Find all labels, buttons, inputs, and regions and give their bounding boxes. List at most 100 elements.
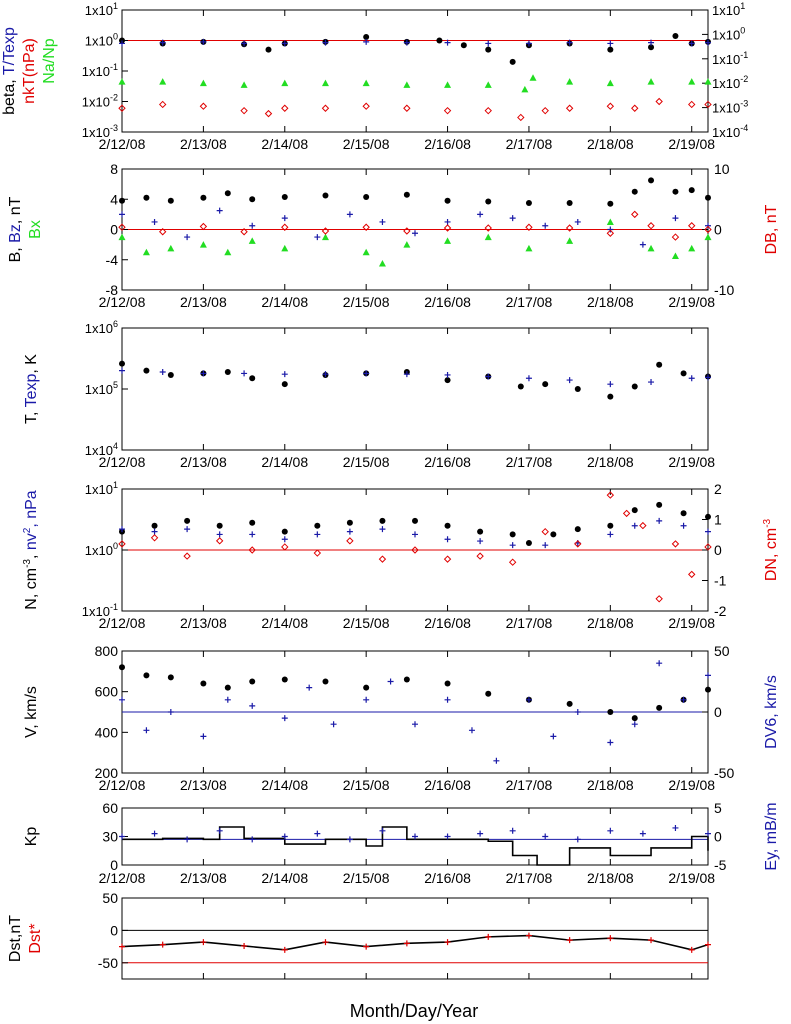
y-tick-label: 0 bbox=[714, 222, 722, 238]
y-axis-label: beta, T/Texp bbox=[1, 27, 18, 115]
data-point bbox=[444, 696, 451, 703]
right-axis-label-part: DV6, km/s bbox=[763, 675, 780, 749]
series-pressure bbox=[118, 97, 712, 122]
data-point bbox=[566, 937, 573, 944]
data-point bbox=[379, 827, 386, 834]
x-tick-label: 2/16/08 bbox=[424, 454, 471, 470]
panel-density: 2/12/08 2/13/08 2/14/08 2/15/08 2/16/08 2/17/… bbox=[22, 480, 780, 631]
y-tick-label: -4 bbox=[106, 252, 119, 268]
data-point bbox=[167, 244, 175, 252]
data-point bbox=[322, 371, 329, 378]
data-point bbox=[688, 570, 696, 579]
x-tick-label: 2/12/08 bbox=[99, 615, 146, 631]
y-tick-label: 2 bbox=[714, 481, 722, 497]
data-point bbox=[119, 197, 125, 204]
y-tick-label: 0 bbox=[714, 829, 722, 845]
data-point bbox=[379, 218, 386, 225]
data-point bbox=[477, 538, 484, 545]
data-point bbox=[281, 528, 288, 535]
data-point bbox=[484, 106, 492, 115]
data-point bbox=[525, 932, 532, 939]
x-tick-label: 2/12/08 bbox=[99, 454, 146, 470]
panel-kp: 2/12/08 2/13/08 2/14/08 2/15/08 2/16/08 2/17/… bbox=[23, 800, 780, 886]
y-axis-label-2-part: Bx bbox=[27, 220, 44, 239]
data-point bbox=[200, 194, 207, 201]
data-point bbox=[529, 74, 537, 81]
data-point bbox=[143, 367, 150, 374]
data-point bbox=[224, 684, 231, 691]
data-point bbox=[362, 102, 370, 110]
data-point bbox=[444, 680, 451, 687]
data-point bbox=[118, 233, 126, 241]
data-point bbox=[517, 113, 525, 122]
data-point bbox=[143, 194, 150, 201]
x-tick-label: 2/17/08 bbox=[506, 294, 553, 310]
data-point bbox=[484, 224, 492, 232]
data-point bbox=[680, 522, 687, 529]
data-point bbox=[468, 727, 475, 734]
data-point bbox=[704, 78, 712, 85]
data-point bbox=[485, 46, 492, 53]
y-tick-label: 0 bbox=[714, 542, 722, 558]
y-axis-label-part: N, cm bbox=[23, 568, 40, 610]
data-point bbox=[484, 233, 492, 241]
y-tick-label: -5 bbox=[714, 857, 727, 873]
x-tick-label: 2/16/08 bbox=[424, 870, 471, 886]
data-point bbox=[314, 830, 321, 837]
data-point bbox=[167, 371, 174, 378]
data-point bbox=[119, 526, 125, 533]
data-point bbox=[648, 44, 655, 51]
data-point bbox=[509, 215, 516, 222]
y-axis-label: B, Bz, nT bbox=[7, 196, 24, 262]
data-point bbox=[680, 696, 687, 703]
data-point bbox=[485, 198, 492, 205]
right-axis-label: Ey, mB/m bbox=[763, 802, 780, 870]
data-point bbox=[403, 676, 410, 683]
data-point bbox=[241, 942, 248, 949]
data-point bbox=[704, 225, 712, 234]
data-point bbox=[607, 709, 614, 715]
data-point bbox=[378, 260, 386, 267]
data-point bbox=[680, 370, 687, 377]
data-point bbox=[647, 78, 655, 85]
data-point bbox=[281, 40, 288, 47]
data-point bbox=[566, 377, 573, 384]
y-tick-label: 1x10-3 bbox=[82, 123, 118, 140]
y-tick-label: 1x104 bbox=[85, 441, 118, 458]
data-point bbox=[158, 228, 167, 236]
x-tick-label: 2/19/08 bbox=[668, 294, 715, 310]
data-point bbox=[509, 58, 516, 65]
data-point bbox=[606, 218, 614, 225]
data-point bbox=[509, 531, 516, 538]
data-point bbox=[167, 197, 174, 204]
x-tick-label: 2/19/08 bbox=[668, 777, 715, 793]
data-point bbox=[444, 371, 451, 378]
y-axis-label-part: , bbox=[23, 550, 40, 559]
data-point bbox=[322, 39, 329, 46]
y-tick-label: 4 bbox=[110, 191, 118, 207]
data-point bbox=[264, 109, 273, 118]
y-axis-label-2: Bx bbox=[27, 220, 44, 239]
series-line bbox=[121, 934, 709, 951]
data-point bbox=[443, 224, 452, 232]
data-point bbox=[119, 833, 125, 840]
data-point bbox=[525, 540, 532, 547]
y-axis-label-3-part: Na/Np bbox=[41, 38, 58, 83]
data-point bbox=[631, 104, 639, 112]
data-point bbox=[216, 522, 223, 529]
data-point bbox=[151, 830, 158, 837]
data-point bbox=[119, 696, 125, 703]
data-point bbox=[656, 361, 663, 368]
data-point bbox=[444, 39, 451, 46]
data-point bbox=[249, 375, 256, 382]
y-axis-label-part: V, km/s bbox=[23, 686, 40, 738]
data-point bbox=[550, 733, 557, 740]
data-point bbox=[346, 836, 353, 843]
x-tick-label: 2/18/08 bbox=[587, 454, 634, 470]
data-point bbox=[143, 672, 150, 679]
data-point bbox=[607, 200, 614, 207]
data-point bbox=[363, 193, 370, 200]
series-T bbox=[119, 360, 711, 400]
data-point bbox=[565, 224, 574, 232]
data-point bbox=[159, 39, 166, 46]
